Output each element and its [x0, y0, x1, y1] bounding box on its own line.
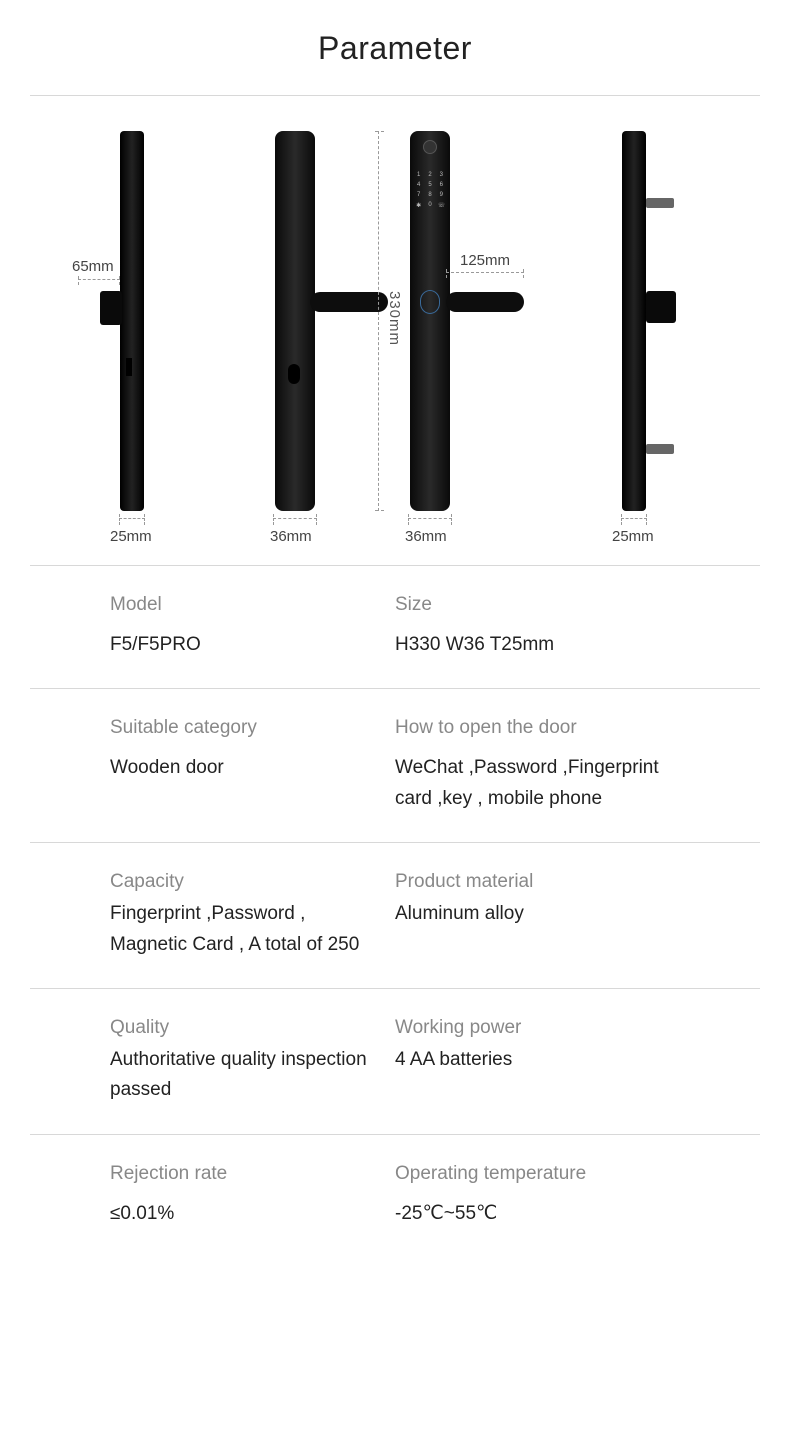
- spec-row: Quality Authoritative quality inspection …: [30, 989, 760, 1135]
- spec-col: Suitable category Wooden door: [110, 717, 395, 814]
- dimension-line-width3: [408, 518, 452, 519]
- lock-front-keypad-handle: [446, 292, 524, 312]
- lock-side-knob: [100, 291, 122, 325]
- spec-value: 4 AA batteries: [395, 1045, 660, 1075]
- keypad-key: 6: [437, 182, 446, 188]
- spec-label: Capacity: [110, 871, 375, 893]
- spec-value: H330 W36 T25mm: [395, 630, 660, 660]
- spec-col: How to open the door WeChat ,Password ,Fi…: [395, 717, 680, 814]
- spec-row: Suitable category Wooden door How to open …: [30, 689, 760, 843]
- product-diagram: 65mm 330mm 123456789✱0☏ 125mm 25mm 36mm …: [30, 96, 760, 566]
- spec-col: Size H330 W36 T25mm: [395, 594, 680, 660]
- keypad-key: 7: [414, 192, 423, 198]
- keypad-key: ☏: [437, 202, 446, 209]
- keypad-key: 0: [425, 202, 434, 209]
- spec-value: WeChat ,Password ,Fingerprint card ,key …: [395, 753, 660, 814]
- lock-side-profile-right: [622, 131, 646, 511]
- dimension-label-height: 330mm: [386, 291, 403, 346]
- keypad-key: 8: [425, 192, 434, 198]
- lock-camera-icon: [423, 140, 437, 154]
- dimension-label-width1: 25mm: [110, 528, 152, 545]
- spec-table: Model F5/F5PRO Size H330 W36 T25mm Suitable …: [0, 566, 790, 1257]
- keypad-key: 5: [425, 182, 434, 188]
- dimension-line-width1: [119, 518, 145, 519]
- lock-front-plain-handle: [310, 292, 388, 312]
- dimension-label-125mm: 125mm: [460, 252, 510, 269]
- page-title: Parameter: [0, 0, 790, 95]
- spec-value: Wooden door: [110, 753, 375, 783]
- keypad-key: 9: [437, 192, 446, 198]
- dimension-line-height: [378, 131, 379, 511]
- lock-mounting-peg: [646, 198, 674, 208]
- keypad-key: 3: [437, 172, 446, 178]
- dimension-label-width3: 36mm: [405, 528, 447, 545]
- spec-label: Rejection rate: [110, 1163, 375, 1185]
- spec-value: Aluminum alloy: [395, 899, 660, 929]
- spec-label: Working power: [395, 1017, 660, 1039]
- keypad-key: ✱: [414, 202, 423, 209]
- spec-value: ≤0.01%: [110, 1199, 375, 1229]
- spec-row: Model F5/F5PRO Size H330 W36 T25mm: [30, 566, 760, 689]
- keypad-key: 1: [414, 172, 423, 178]
- lock-side-profile-left: [120, 131, 144, 511]
- dimension-label-width4: 25mm: [612, 528, 654, 545]
- spec-label: Quality: [110, 1017, 375, 1039]
- lock-front-plain: [275, 131, 315, 511]
- spec-value: Authoritative quality inspection passed: [110, 1045, 375, 1106]
- spec-col: Model F5/F5PRO: [110, 594, 395, 660]
- spec-label: Operating temperature: [395, 1163, 660, 1185]
- spec-col: Operating temperature -25℃~55℃: [395, 1163, 680, 1229]
- spec-label: Model: [110, 594, 375, 616]
- spec-label: Size: [395, 594, 660, 616]
- dimension-line-125mm: [446, 272, 524, 273]
- spec-col: Quality Authoritative quality inspection …: [110, 1017, 395, 1106]
- spec-label: Suitable category: [110, 717, 375, 739]
- dimension-label-width2: 36mm: [270, 528, 312, 545]
- spec-col: Product material Aluminum alloy: [395, 871, 680, 960]
- spec-col: Rejection rate ≤0.01%: [110, 1163, 395, 1229]
- lock-front-plain-keyhole: [288, 364, 300, 384]
- spec-row: Capacity Fingerprint ,Password , Magnetic…: [30, 843, 760, 989]
- spec-col: Working power 4 AA batteries: [395, 1017, 680, 1106]
- keypad-key: 2: [425, 172, 434, 178]
- keypad-key: 4: [414, 182, 423, 188]
- lock-mounting-peg: [646, 444, 674, 454]
- dimension-line-width2: [273, 518, 317, 519]
- lock-side-knob-right: [646, 291, 676, 323]
- lock-side-pin: [126, 358, 132, 376]
- spec-col: Capacity Fingerprint ,Password , Magnetic…: [110, 871, 395, 960]
- spec-value: F5/F5PRO: [110, 630, 375, 660]
- spec-row: Rejection rate ≤0.01% Operating temperatur…: [30, 1135, 760, 1257]
- spec-label: How to open the door: [395, 717, 660, 739]
- fingerprint-sensor-icon: [420, 290, 440, 314]
- lock-keypad: 123 456 789 ✱0☏: [414, 172, 446, 209]
- dimension-line-65mm: [78, 279, 120, 280]
- parameter-sheet: Parameter 65mm 330mm 123456789✱0☏ 125mm …: [0, 0, 790, 1257]
- spec-value: Fingerprint ,Password , Magnetic Card , …: [110, 899, 375, 960]
- dimension-label-65mm: 65mm: [72, 258, 114, 275]
- dimension-line-width4: [621, 518, 647, 519]
- spec-value: -25℃~55℃: [395, 1199, 660, 1229]
- spec-label: Product material: [395, 871, 660, 893]
